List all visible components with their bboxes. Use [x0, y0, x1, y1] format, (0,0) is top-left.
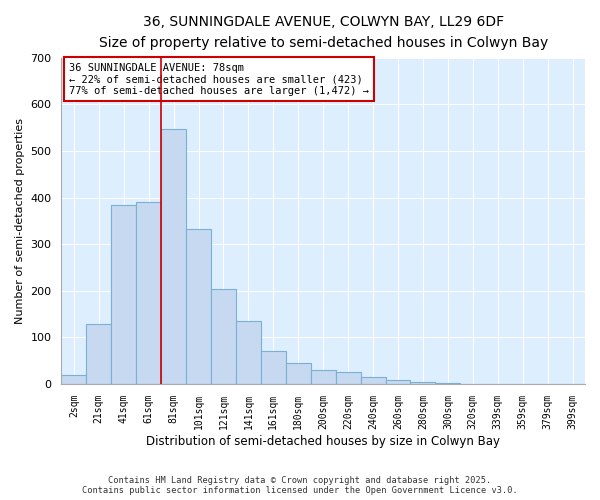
Bar	[136, 202, 161, 384]
Bar	[236, 321, 261, 384]
Bar	[286, 364, 311, 384]
Bar	[211, 290, 236, 384]
Text: Contains HM Land Registry data © Crown copyright and database right 2025.
Contai: Contains HM Land Registry data © Crown c…	[82, 476, 518, 495]
Bar	[161, 129, 186, 384]
Title: 36, SUNNINGDALE AVENUE, COLWYN BAY, LL29 6DF
Size of property relative to semi-d: 36, SUNNINGDALE AVENUE, COLWYN BAY, LL29…	[98, 15, 548, 50]
Bar	[311, 370, 335, 384]
Bar	[410, 382, 436, 384]
Bar	[361, 377, 386, 384]
Bar	[436, 382, 460, 384]
X-axis label: Distribution of semi-detached houses by size in Colwyn Bay: Distribution of semi-detached houses by …	[146, 434, 500, 448]
Bar	[386, 380, 410, 384]
Text: 36 SUNNINGDALE AVENUE: 78sqm
← 22% of semi-detached houses are smaller (423)
77%: 36 SUNNINGDALE AVENUE: 78sqm ← 22% of se…	[69, 62, 369, 96]
Bar	[86, 324, 111, 384]
Y-axis label: Number of semi-detached properties: Number of semi-detached properties	[15, 118, 25, 324]
Bar	[186, 229, 211, 384]
Bar	[261, 352, 286, 384]
Bar	[61, 374, 86, 384]
Bar	[335, 372, 361, 384]
Bar	[111, 204, 136, 384]
